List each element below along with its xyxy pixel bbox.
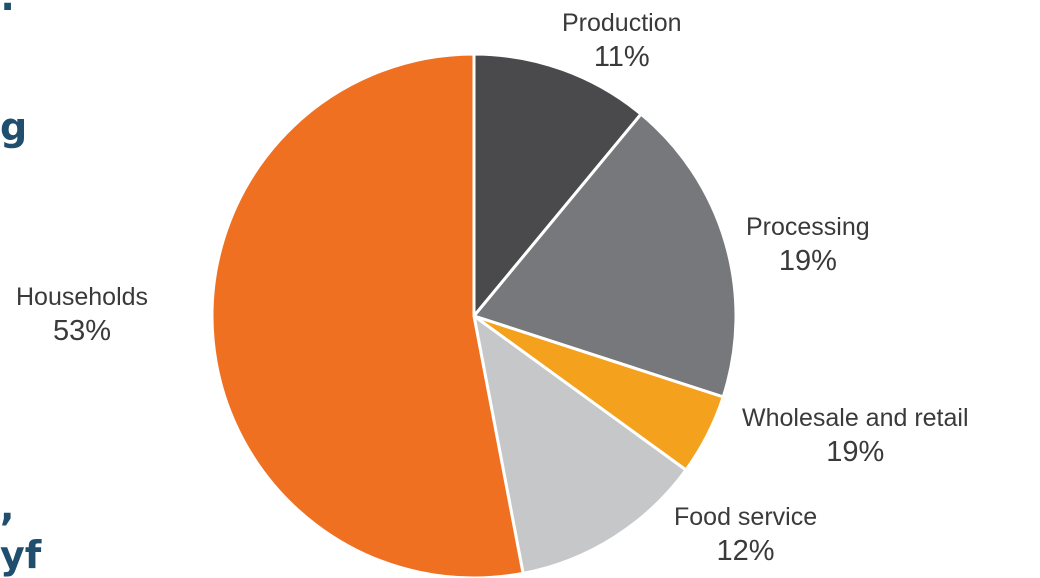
slice-name: Wholesale and retail <box>742 404 969 432</box>
slice-name: Production <box>562 9 682 37</box>
slice-percent: 19% <box>778 245 837 278</box>
slice-name: Processing <box>746 213 870 241</box>
cropped-text-fragment: , <box>0 485 15 529</box>
cropped-text-fragment: : <box>0 0 15 16</box>
pie-slice-households <box>210 52 525 578</box>
slice-name: Households <box>16 283 149 311</box>
slice-label-food-service: Food service 12% <box>674 502 817 570</box>
slice-label-wholesale-and-retail: Wholesale and retail 19% <box>742 403 969 471</box>
slice-label-households: Households 53% <box>16 282 148 350</box>
slice-percent: 11% <box>593 41 650 74</box>
pie-slice-food-service <box>472 314 688 575</box>
slice-percent: 19% <box>826 436 885 469</box>
slice-percent: 53% <box>52 315 112 348</box>
slice-label-processing: Processing 19% <box>746 212 870 280</box>
pie-slice-processing <box>472 112 738 399</box>
slice-label-production: Production 11% <box>562 8 682 76</box>
slice-percent: 12% <box>716 535 775 568</box>
slice-name: Food service <box>674 503 818 531</box>
cropped-text-fragment: g <box>0 105 28 149</box>
pie-slice-production <box>472 52 643 318</box>
cropped-text-fragment: yf <box>0 533 42 577</box>
